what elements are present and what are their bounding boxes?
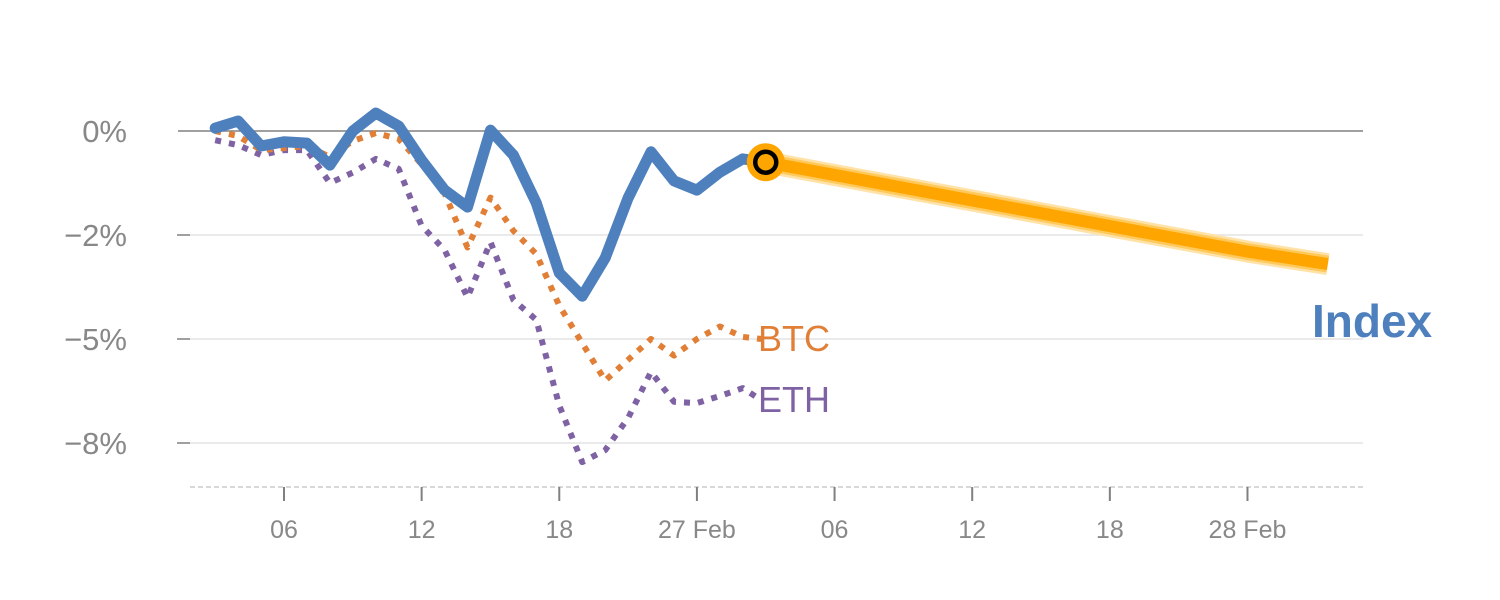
eth-line — [214, 137, 763, 466]
series-lines — [209, 107, 1330, 466]
x-tick-label: 06 — [270, 516, 298, 544]
y-tick-label: −2% — [64, 218, 127, 253]
current-value-marker-ring — [752, 149, 779, 175]
y-tick-label: −8% — [64, 426, 127, 461]
x-tick-label: 06 — [821, 516, 849, 544]
x-tick-label: 28 Feb — [1209, 516, 1287, 544]
series-labels: BTC ETH Index — [758, 295, 1433, 420]
y-tick-label: 0% — [82, 114, 127, 149]
index-line — [209, 107, 772, 302]
btc-label: BTC — [758, 318, 830, 359]
index-label: Index — [1312, 295, 1433, 347]
btc-line — [214, 128, 762, 384]
x-tick-label: 12 — [958, 516, 986, 544]
x-tick-label: 12 — [408, 516, 436, 544]
x-tick-label: 18 — [1096, 516, 1124, 544]
eth-label: ETH — [758, 379, 830, 420]
x-tick-label: 27 Feb — [658, 516, 736, 544]
x-axis: 06 12 18 27 Feb 06 12 18 28 Feb — [190, 486, 1365, 544]
x-tick-label: 18 — [545, 516, 573, 544]
index-forecast-line — [764, 156, 1329, 271]
y-axis: 0% −2% −5% −8% — [64, 114, 190, 461]
y-tick-label: −5% — [64, 322, 127, 357]
